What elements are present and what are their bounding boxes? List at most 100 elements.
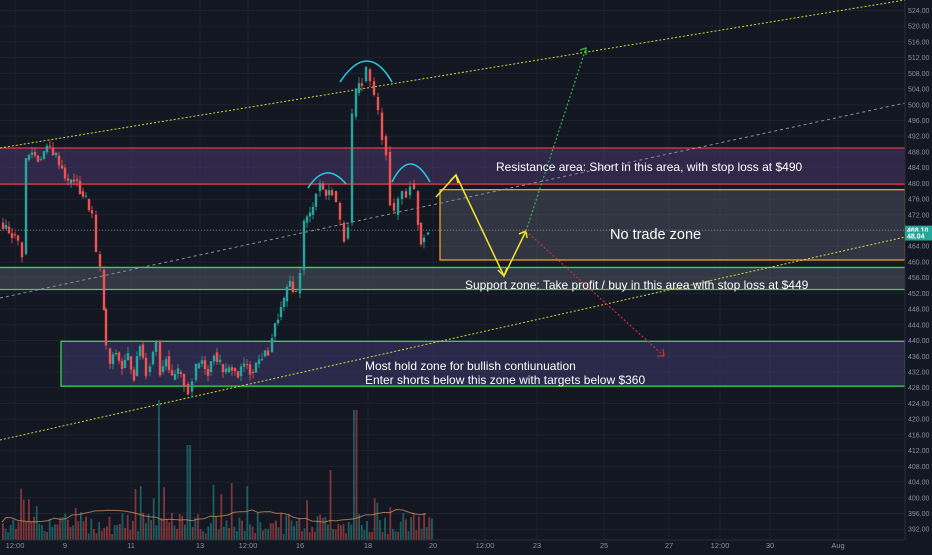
projection-arrow-bottom xyxy=(497,267,508,278)
candle-body xyxy=(114,353,118,355)
volume-bar xyxy=(394,531,397,540)
volume-bar xyxy=(72,525,74,540)
volume-bar xyxy=(264,528,267,540)
volume-bar xyxy=(25,521,28,540)
volume-bar xyxy=(87,533,90,540)
volume-bar xyxy=(119,524,121,540)
volume-bar xyxy=(67,519,69,540)
price-tag-label-0: 468.10 xyxy=(907,228,929,235)
candle-body xyxy=(102,269,106,310)
candle-body xyxy=(98,254,102,267)
x-tick-label: 16 xyxy=(296,541,304,550)
volume-bar xyxy=(9,524,12,540)
candle-body xyxy=(245,364,249,366)
volume-bar xyxy=(126,514,129,540)
candle-body xyxy=(221,364,225,373)
candle-body xyxy=(236,370,240,378)
candle-body xyxy=(308,212,312,217)
volume-ma-line xyxy=(1,508,427,523)
volume-bar xyxy=(191,526,194,540)
price-tag-1 xyxy=(905,231,932,241)
target-up-line xyxy=(525,47,587,232)
candle-body xyxy=(215,352,219,362)
candle-body xyxy=(144,357,148,377)
y-tick-label: 444.00 xyxy=(908,322,930,329)
volume-bar xyxy=(243,530,246,540)
volume-bar xyxy=(147,513,150,540)
no-trade-zone xyxy=(439,188,906,261)
x-tick-label: 23 xyxy=(533,541,541,550)
volume-bar xyxy=(412,512,415,540)
volume-bar xyxy=(20,488,22,540)
x-tick-label: Aug xyxy=(831,541,844,550)
channel-lower-line xyxy=(0,236,906,441)
volume-bar xyxy=(277,527,280,540)
volume-bar xyxy=(236,531,238,540)
x-tick-label: 12:00 xyxy=(239,541,258,550)
candle-body xyxy=(266,350,270,356)
peak-arc-left xyxy=(307,172,347,189)
candle-body xyxy=(400,191,404,200)
y-tick-label: 452.00 xyxy=(908,291,930,298)
volume-bar xyxy=(124,528,126,540)
volume-bar xyxy=(275,520,277,540)
candle-body xyxy=(368,69,372,82)
candle-body xyxy=(218,359,222,362)
candle-body xyxy=(190,381,194,392)
peak-arc-top xyxy=(339,60,393,83)
volume-bar xyxy=(246,486,249,540)
x-tick-label: 25 xyxy=(600,541,608,550)
volume-bar xyxy=(282,533,285,540)
candle-body xyxy=(117,352,121,361)
volume-bar xyxy=(269,523,272,540)
volume-bar xyxy=(347,521,350,540)
volume-bar xyxy=(337,524,340,540)
volume-bar xyxy=(306,500,308,540)
x-tick-label: 20 xyxy=(429,541,437,550)
candle-body xyxy=(270,338,274,353)
candle-body xyxy=(78,180,82,195)
volume-bar xyxy=(280,512,282,540)
volume-bar xyxy=(145,523,147,540)
no-trade-label: No trade zone xyxy=(610,227,701,243)
y-tick-label: 416.00 xyxy=(908,432,930,439)
candle-body xyxy=(321,183,325,190)
volume-bar xyxy=(176,528,178,540)
candle-body xyxy=(104,309,108,346)
volume-bar xyxy=(342,524,345,540)
y-tick-label: 480.00 xyxy=(908,181,930,188)
candle-body xyxy=(84,195,88,197)
y-tick-label: 524.00 xyxy=(908,8,930,15)
x-tick-label: 12:00 xyxy=(476,541,495,550)
candle-body xyxy=(54,152,58,156)
candle-body xyxy=(279,307,283,317)
volume-bar xyxy=(132,520,134,540)
candle-body xyxy=(138,346,142,356)
y-tick-label: 520.00 xyxy=(908,24,930,31)
candle-body xyxy=(179,372,183,374)
volume-bar xyxy=(173,525,176,540)
volume-bar xyxy=(165,519,168,540)
y-tick-label: 476.00 xyxy=(908,197,930,204)
volume-bar xyxy=(56,524,59,540)
candle-body xyxy=(167,356,171,371)
volume-bar xyxy=(311,526,314,540)
candle-body xyxy=(342,222,346,242)
volume-bar xyxy=(64,513,67,540)
volume-bar xyxy=(95,533,98,540)
hold-zone-label-line1: Most hold zone for bullish contiunuation xyxy=(365,359,576,373)
candle-body xyxy=(288,280,292,287)
y-tick-label: 412.00 xyxy=(908,448,930,455)
candle-body xyxy=(209,361,213,372)
candle-body xyxy=(350,113,354,223)
candle-body xyxy=(327,190,331,196)
candle-body xyxy=(173,373,177,380)
candle-body xyxy=(51,147,55,156)
support-zone xyxy=(0,267,905,290)
volume-bar xyxy=(33,516,35,540)
volume-bar xyxy=(181,515,184,540)
y-tick-label: 408.00 xyxy=(908,464,930,471)
y-tick-label: 428.00 xyxy=(908,385,930,392)
candle-body xyxy=(404,191,408,198)
